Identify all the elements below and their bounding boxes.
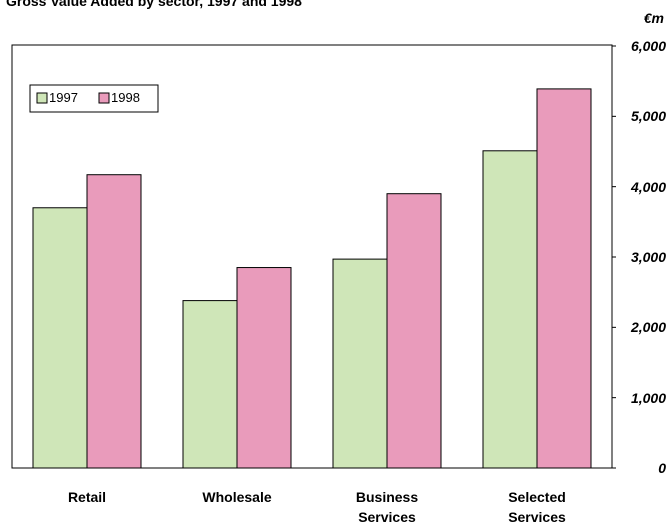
x-tick-label: Selected Services — [508, 489, 566, 525]
y-tick-label: 0 — [658, 460, 666, 476]
bar — [482, 150, 538, 469]
bar — [332, 258, 388, 469]
y-tick-label: 5,000 — [630, 108, 666, 125]
y-tick-label: 4,000 — [630, 178, 666, 195]
legend-swatch — [98, 92, 110, 104]
y-tick-label: 1,000 — [630, 389, 666, 406]
bar — [86, 174, 142, 469]
x-tick-label: Wholesale — [202, 489, 272, 505]
y-tick-label: 2,000 — [630, 319, 666, 336]
legend-swatch — [36, 92, 48, 104]
bar — [236, 267, 292, 469]
y-axis-label: €m — [643, 10, 664, 26]
y-tick-label: 3,000 — [630, 249, 666, 265]
bar — [536, 88, 592, 469]
y-tick-label: 6,000 — [630, 38, 666, 54]
chart-title: Gross Value Added by sector, 1997 and 19… — [6, 0, 302, 9]
bar — [386, 193, 442, 469]
legend-box — [29, 84, 159, 113]
x-tick-label: Retail — [67, 489, 107, 505]
x-tick-label: Business Services — [355, 489, 419, 525]
bar — [32, 207, 88, 469]
bar — [182, 300, 238, 469]
legend-label: 1998 — [111, 90, 140, 105]
legend-label: 1997 — [49, 90, 78, 105]
